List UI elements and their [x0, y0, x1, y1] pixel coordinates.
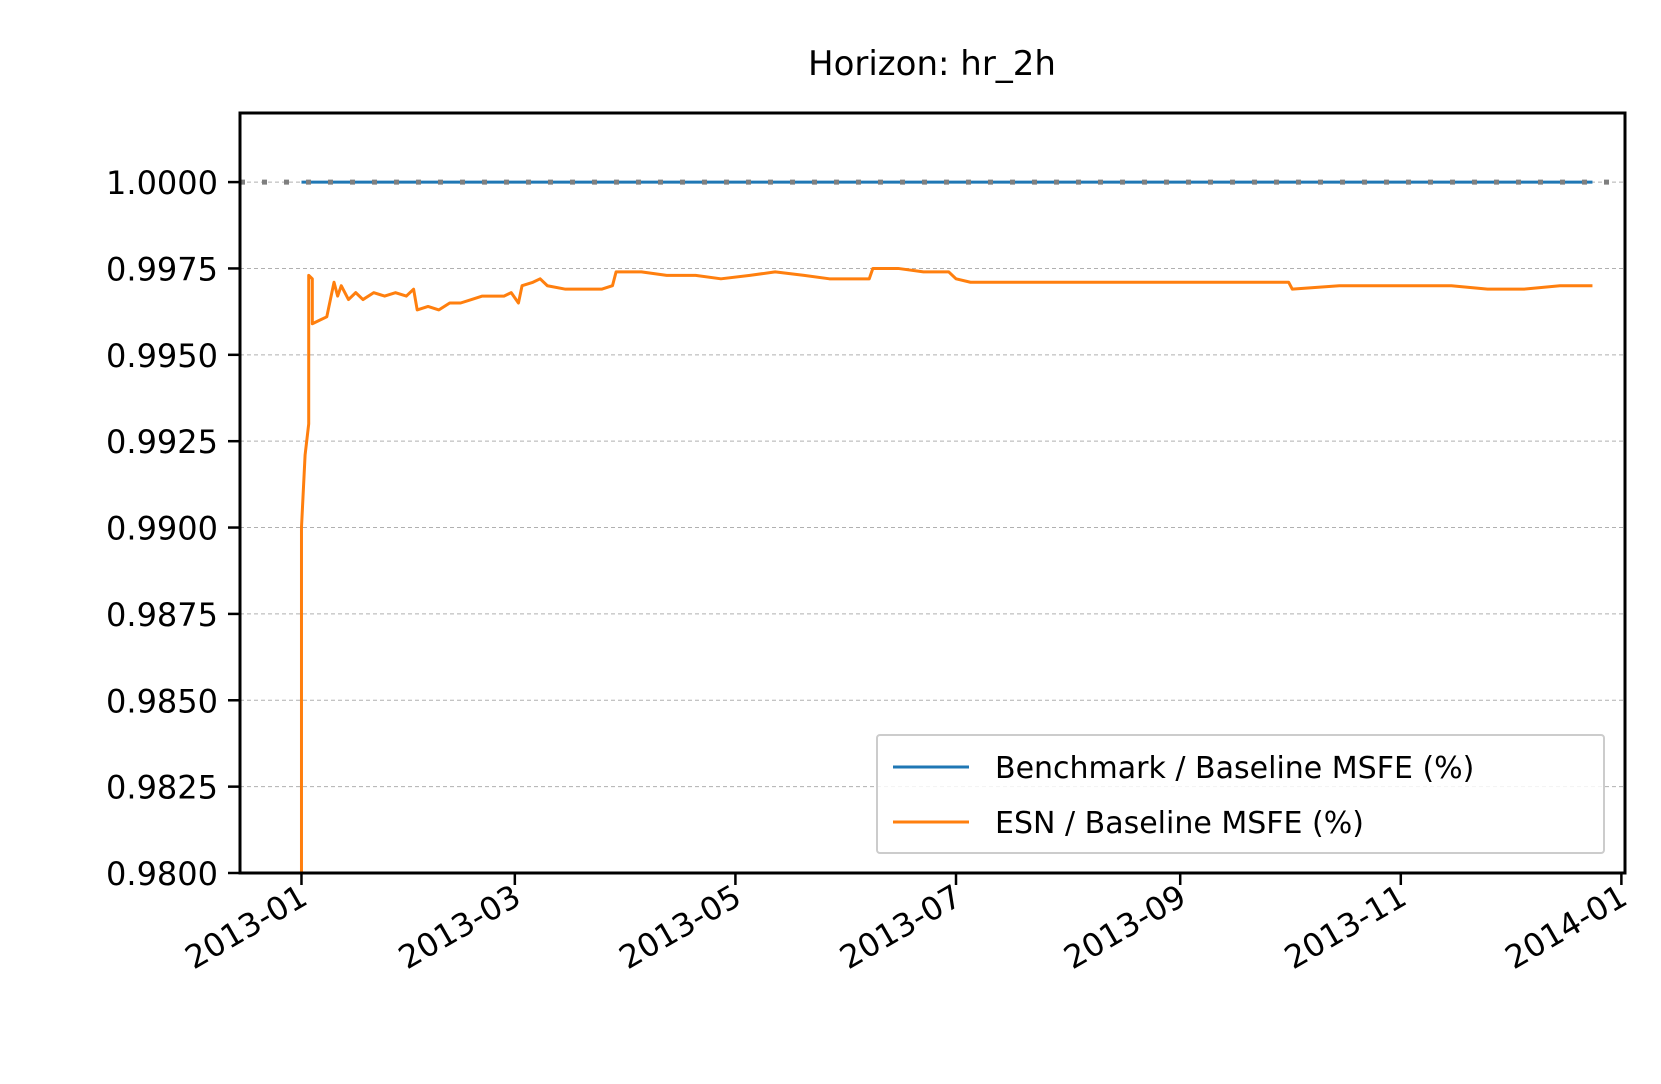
y-tick-label: 0.9950 — [106, 337, 218, 375]
legend-label: Benchmark / Baseline MSFE (%) — [995, 751, 1474, 786]
legend: Benchmark / Baseline MSFE (%) ESN / Basel… — [876, 734, 1605, 854]
y-tick-label: 0.9925 — [106, 423, 218, 461]
y-tick-label: 0.9900 — [106, 510, 218, 548]
y-tick-label: 0.9975 — [106, 250, 218, 288]
legend-box — [876, 734, 1605, 854]
y-axis: 0.9800 0.9825 0.9850 0.9875 0.9900 0.9925 0.99… — [106, 164, 240, 893]
plot-frame — [238, 111, 1627, 875]
y-tick-label: 0.9850 — [106, 682, 218, 720]
y-tick-label: 0.9875 — [106, 596, 218, 634]
chart-title: Horizon: hr_2h — [808, 44, 1056, 84]
y-tick-label: 1.0000 — [106, 164, 218, 202]
y-tick-label: 0.9800 — [106, 855, 218, 893]
series-line-1 — [299, 266, 1593, 873]
legend-label: ESN / Baseline MSFE (%) — [995, 806, 1364, 841]
y-tick-label: 0.9825 — [106, 769, 218, 807]
